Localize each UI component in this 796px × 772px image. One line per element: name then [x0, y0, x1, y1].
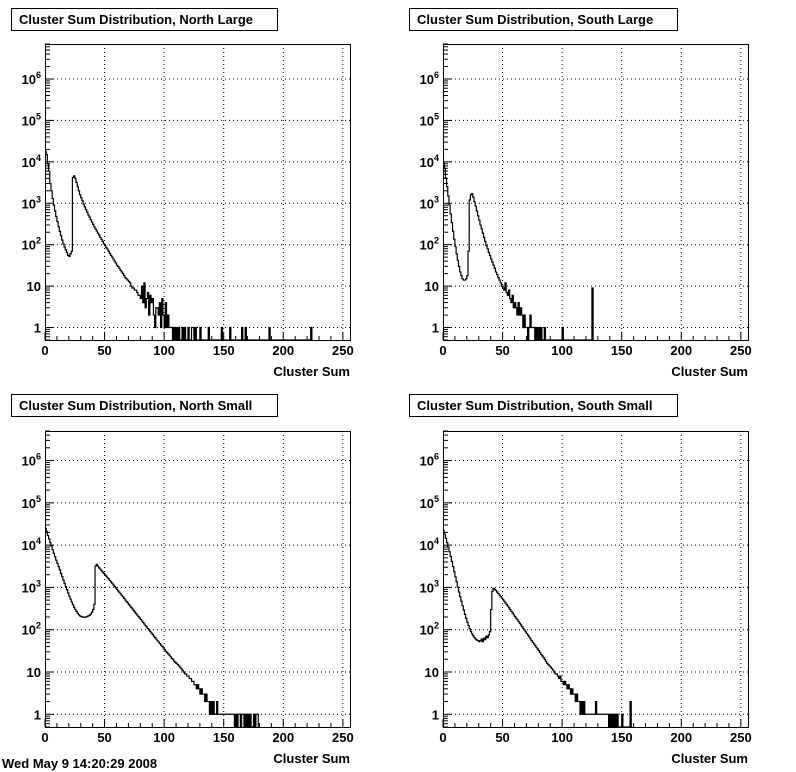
x-tick-label: 150: [611, 343, 633, 358]
y-tick-label: 103: [420, 578, 439, 595]
y-tick-label: 1: [34, 321, 41, 336]
plot-frame: [443, 431, 749, 728]
chart-panel-south-large: Cluster Sum Distribution, South Large 0 50…: [409, 8, 752, 379]
x-tick-label: 150: [213, 343, 235, 358]
chart-title-box: [11, 8, 278, 31]
y-tick-label: 103: [22, 578, 41, 595]
y-tick-label: 104: [22, 536, 41, 553]
histogram-series: [443, 530, 632, 728]
x-tick-label: 50: [97, 730, 111, 745]
y-tick-label: 104: [22, 153, 41, 170]
chart-title: Cluster Sum Distribution, South Large: [417, 12, 653, 27]
chart-title-box: [11, 394, 278, 417]
x-tick-label: 200: [272, 730, 294, 745]
y-tick-label: 105: [22, 111, 41, 128]
plot-frame: [45, 431, 351, 728]
x-axis-title: Cluster Sum: [671, 364, 748, 379]
y-tick-label: 104: [420, 536, 439, 553]
y-tick-label: 105: [420, 111, 439, 128]
x-axis-title: Cluster Sum: [671, 751, 748, 766]
y-tick-label: 10: [27, 279, 41, 294]
chart-title-box: [409, 394, 678, 417]
chart-panel-south-small: Cluster Sum Distribution, South Small 0 50…: [409, 394, 752, 766]
x-tick-label: 100: [551, 343, 573, 358]
chart-title-box: [409, 8, 678, 31]
chart-title: Cluster Sum Distribution, South Small: [417, 398, 652, 413]
chart-title: Cluster Sum Distribution, North Small: [19, 398, 252, 413]
plot-frame: [45, 44, 351, 341]
x-tick-label: 100: [153, 730, 175, 745]
chart-title: Cluster Sum Distribution, North Large: [19, 12, 253, 27]
x-tick-label: 0: [439, 730, 446, 745]
y-tick-label: 102: [22, 236, 41, 253]
x-tick-label: 150: [611, 730, 633, 745]
x-tick-label: 200: [670, 343, 692, 358]
x-tick-label: 150: [213, 730, 235, 745]
x-axis-title: Cluster Sum: [273, 364, 350, 379]
y-tick-label: 106: [22, 70, 41, 87]
y-tick-label: 105: [22, 494, 41, 511]
x-tick-label: 0: [41, 730, 48, 745]
footer-timestamp: Wed May 9 14:20:29 2008: [2, 756, 157, 771]
histogram-series: [45, 150, 313, 341]
x-tick-label: 250: [332, 343, 354, 358]
plot-frame: [443, 44, 749, 341]
y-tick-label: 1: [432, 707, 439, 722]
y-tick-label: 102: [420, 236, 439, 253]
y-tick-label: 106: [420, 452, 439, 469]
y-tick-label: 106: [420, 70, 439, 87]
x-tick-label: 250: [332, 730, 354, 745]
y-tick-label: 10: [27, 665, 41, 680]
chart-panel-north-large: Cluster Sum Distribution, North Large 0 50…: [11, 8, 354, 379]
x-tick-label: 50: [495, 343, 509, 358]
y-tick-label: 1: [432, 321, 439, 336]
y-tick-label: 105: [420, 494, 439, 511]
y-tick-label: 106: [22, 452, 41, 469]
x-tick-label: 50: [495, 730, 509, 745]
x-tick-label: 50: [97, 343, 111, 358]
y-tick-label: 103: [420, 194, 439, 211]
x-tick-label: 0: [439, 343, 446, 358]
histogram-series: [45, 527, 259, 728]
y-tick-label: 1: [34, 707, 41, 722]
y-tick-label: 104: [420, 153, 439, 170]
y-tick-label: 102: [22, 621, 41, 638]
x-tick-label: 200: [670, 730, 692, 745]
y-tick-label: 10: [425, 665, 439, 680]
x-tick-label: 0: [41, 343, 48, 358]
x-tick-label: 100: [153, 343, 175, 358]
x-tick-label: 250: [730, 730, 752, 745]
x-tick-label: 250: [730, 343, 752, 358]
chart-panel-north-small: Cluster Sum Distribution, North Small 0 50…: [11, 394, 354, 766]
x-tick-label: 100: [551, 730, 573, 745]
histogram-series: [443, 161, 594, 341]
y-tick-label: 103: [22, 194, 41, 211]
x-tick-label: 200: [272, 343, 294, 358]
x-axis-title: Cluster Sum: [273, 751, 350, 766]
y-tick-label: 10: [425, 279, 439, 294]
y-tick-label: 102: [420, 621, 439, 638]
